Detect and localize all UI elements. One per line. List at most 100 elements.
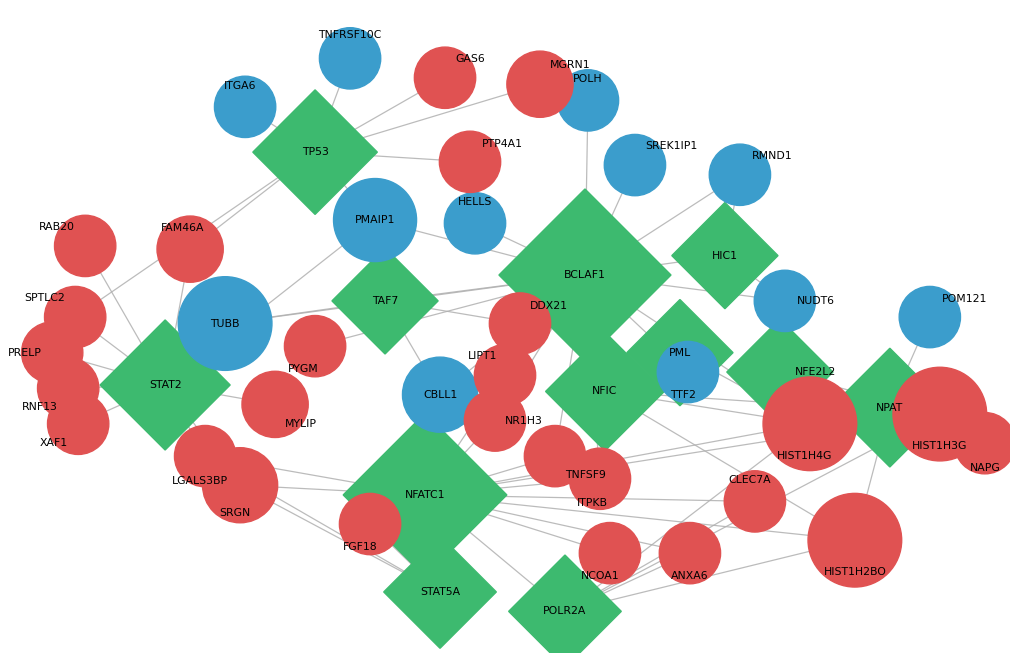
Ellipse shape [333, 178, 416, 261]
Ellipse shape [38, 358, 99, 419]
Ellipse shape [953, 412, 1015, 474]
Ellipse shape [414, 47, 475, 108]
Text: NUDT6: NUDT6 [796, 296, 835, 306]
Polygon shape [383, 536, 496, 648]
Text: POM121: POM121 [941, 294, 986, 304]
Ellipse shape [807, 494, 901, 587]
Ellipse shape [178, 277, 272, 370]
Text: RAB20: RAB20 [39, 222, 75, 232]
Ellipse shape [157, 216, 223, 282]
Ellipse shape [658, 523, 719, 584]
Ellipse shape [899, 286, 960, 348]
Text: LGALS3BP: LGALS3BP [172, 475, 228, 486]
Polygon shape [545, 332, 663, 451]
Text: DDX21: DDX21 [530, 300, 568, 311]
Text: PRELP: PRELP [8, 348, 42, 358]
Text: HIST1H3G: HIST1H3G [911, 442, 967, 451]
Ellipse shape [21, 322, 83, 383]
Polygon shape [498, 189, 671, 361]
Ellipse shape [524, 426, 585, 487]
Polygon shape [829, 348, 949, 467]
Text: POLR2A: POLR2A [543, 607, 586, 616]
Text: NFIC: NFIC [592, 387, 618, 397]
Ellipse shape [439, 131, 500, 193]
Text: FGF18: FGF18 [342, 542, 377, 552]
Text: PMAIP1: PMAIP1 [355, 215, 394, 225]
Polygon shape [342, 413, 506, 577]
Text: TUBB: TUBB [210, 319, 239, 329]
Text: BCLAF1: BCLAF1 [564, 270, 605, 280]
Ellipse shape [569, 448, 630, 510]
Text: NAPG: NAPG [968, 463, 1000, 473]
Ellipse shape [203, 447, 277, 523]
Text: ANXA6: ANXA6 [671, 572, 708, 581]
Text: HIC1: HIC1 [711, 251, 737, 261]
Text: STAT2: STAT2 [149, 380, 181, 390]
Text: ITPKB: ITPKB [576, 498, 607, 508]
Ellipse shape [489, 293, 550, 354]
Text: TNFRSF10C: TNFRSF10C [318, 30, 381, 40]
Ellipse shape [284, 315, 345, 377]
Text: CBLL1: CBLL1 [423, 389, 457, 400]
Ellipse shape [892, 367, 985, 461]
Ellipse shape [403, 357, 477, 432]
Polygon shape [100, 320, 230, 450]
Text: SRGN: SRGN [219, 508, 251, 518]
Text: RNF13: RNF13 [22, 403, 58, 412]
Ellipse shape [723, 471, 785, 532]
Text: NCOA1: NCOA1 [580, 572, 619, 581]
Text: LIPT1: LIPT1 [467, 351, 496, 361]
Ellipse shape [656, 341, 717, 403]
Ellipse shape [506, 51, 573, 117]
Ellipse shape [214, 76, 275, 137]
Polygon shape [672, 203, 777, 309]
Ellipse shape [708, 144, 769, 205]
Ellipse shape [174, 426, 235, 487]
Ellipse shape [444, 193, 505, 254]
Ellipse shape [762, 377, 856, 471]
Text: GAS6: GAS6 [454, 53, 484, 63]
Text: TNFSF9: TNFSF9 [565, 471, 605, 480]
Polygon shape [331, 248, 438, 354]
Text: CLEC7A: CLEC7A [728, 475, 770, 484]
Ellipse shape [242, 372, 308, 438]
Polygon shape [508, 555, 621, 660]
Ellipse shape [579, 523, 640, 584]
Text: NFE2L2: NFE2L2 [794, 367, 836, 377]
Text: SPTLC2: SPTLC2 [24, 293, 65, 303]
Text: NPAT: NPAT [875, 403, 903, 412]
Text: TP53: TP53 [302, 147, 328, 157]
Ellipse shape [556, 70, 618, 131]
Text: PYGM: PYGM [287, 364, 318, 374]
Text: STAT5A: STAT5A [420, 587, 460, 597]
Text: HIST1H4G: HIST1H4G [776, 451, 832, 461]
Ellipse shape [319, 28, 380, 89]
Ellipse shape [464, 390, 525, 451]
Text: HIST1H2BO: HIST1H2BO [822, 568, 886, 578]
Text: HELLS: HELLS [458, 197, 492, 207]
Text: PML: PML [668, 348, 691, 358]
Polygon shape [627, 300, 733, 406]
Text: ITGA6: ITGA6 [223, 81, 256, 90]
Ellipse shape [48, 393, 109, 455]
Polygon shape [727, 319, 833, 425]
Ellipse shape [45, 286, 106, 348]
Text: XAF1: XAF1 [40, 438, 68, 448]
Ellipse shape [339, 494, 400, 554]
Ellipse shape [603, 135, 665, 196]
Text: TAF7: TAF7 [372, 296, 397, 306]
Text: SREK1IP1: SREK1IP1 [644, 141, 697, 151]
Text: MGRN1: MGRN1 [549, 60, 590, 70]
Text: MYLIP: MYLIP [285, 418, 317, 428]
Ellipse shape [753, 270, 815, 331]
Polygon shape [253, 90, 377, 214]
Ellipse shape [54, 215, 116, 277]
Text: NR1H3: NR1H3 [504, 416, 542, 426]
Text: PTP4A1: PTP4A1 [482, 139, 523, 149]
Ellipse shape [474, 345, 535, 406]
Text: NFATC1: NFATC1 [405, 490, 445, 500]
Text: TTF2: TTF2 [669, 390, 695, 400]
Text: POLH: POLH [573, 74, 602, 84]
Text: FAM46A: FAM46A [160, 223, 204, 233]
Text: RMND1: RMND1 [751, 150, 792, 160]
